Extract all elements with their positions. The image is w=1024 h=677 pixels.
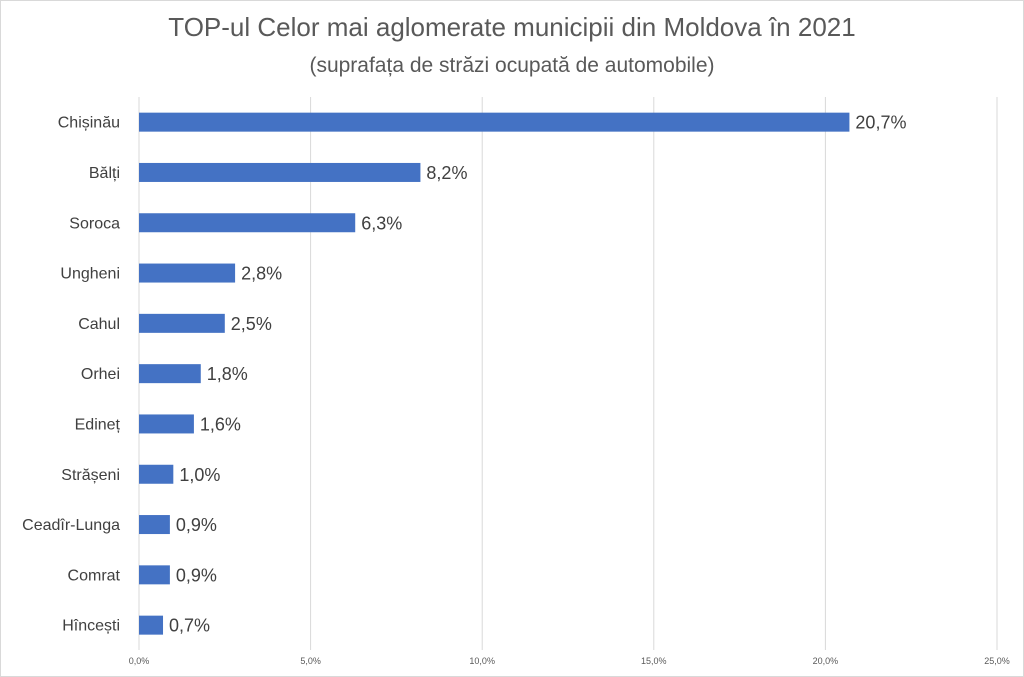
- category-label: Soroca: [69, 215, 120, 232]
- data-labels: 20,7% 8,2% 6,3% 2,8% 2,5% 1,8% 1,6% 1,0% 0,9% 0,9…: [169, 113, 906, 636]
- bar: [139, 364, 201, 384]
- x-tick-label: 20,0%: [813, 656, 839, 666]
- category-label: Hîncești: [62, 618, 120, 635]
- data-label: 8,2%: [426, 163, 467, 183]
- category-label: Orhei: [81, 366, 120, 383]
- data-label: 1,8%: [207, 364, 248, 384]
- x-axis-ticks: 0,0% 5,0% 10,0% 15,0% 20,0% 25,0%: [129, 656, 1010, 666]
- bar: [139, 615, 164, 635]
- bar: [139, 263, 236, 283]
- category-label: Ungheni: [60, 266, 120, 283]
- category-label: Bălți: [89, 165, 120, 182]
- gridlines: [138, 97, 998, 650]
- bar: [139, 162, 421, 182]
- data-label: 0,9%: [176, 515, 217, 535]
- x-tick-label: 5,0%: [300, 656, 321, 666]
- x-tick-label: 25,0%: [984, 656, 1010, 666]
- x-tick-label: 0,0%: [129, 656, 150, 666]
- data-label: 2,8%: [241, 264, 282, 284]
- data-label: 1,0%: [179, 465, 220, 485]
- category-label: Ceadîr-Lunga: [22, 517, 120, 534]
- bars: [139, 112, 850, 635]
- data-label: 2,5%: [231, 314, 272, 334]
- bar: [139, 112, 850, 132]
- category-label: Edineț: [75, 416, 121, 433]
- data-label: 0,7%: [169, 616, 210, 636]
- category-label: Strășeni: [61, 467, 120, 484]
- bar: [139, 464, 174, 484]
- chart-title: TOP-ul Celor mai aglomerate municipii di…: [168, 12, 856, 42]
- bar: [139, 313, 225, 333]
- chart-subtitle: (suprafața de străzi ocupată de automobi…: [309, 54, 715, 77]
- bar: [139, 515, 170, 535]
- category-label: Cahul: [78, 316, 120, 333]
- data-label: 20,7%: [855, 113, 906, 133]
- data-label: 0,9%: [176, 565, 217, 585]
- x-tick-label: 10,0%: [469, 656, 495, 666]
- category-labels: Chișinău Bălți Soroca Ungheni Cahul Orhei Edin…: [22, 115, 120, 635]
- data-label: 6,3%: [361, 213, 402, 233]
- x-tick-label: 15,0%: [641, 656, 667, 666]
- bar: [139, 565, 170, 585]
- bar: [139, 414, 194, 434]
- category-label: Comrat: [68, 567, 121, 584]
- bar: [139, 213, 356, 233]
- category-label: Chișinău: [58, 115, 120, 132]
- data-label: 1,6%: [200, 414, 241, 434]
